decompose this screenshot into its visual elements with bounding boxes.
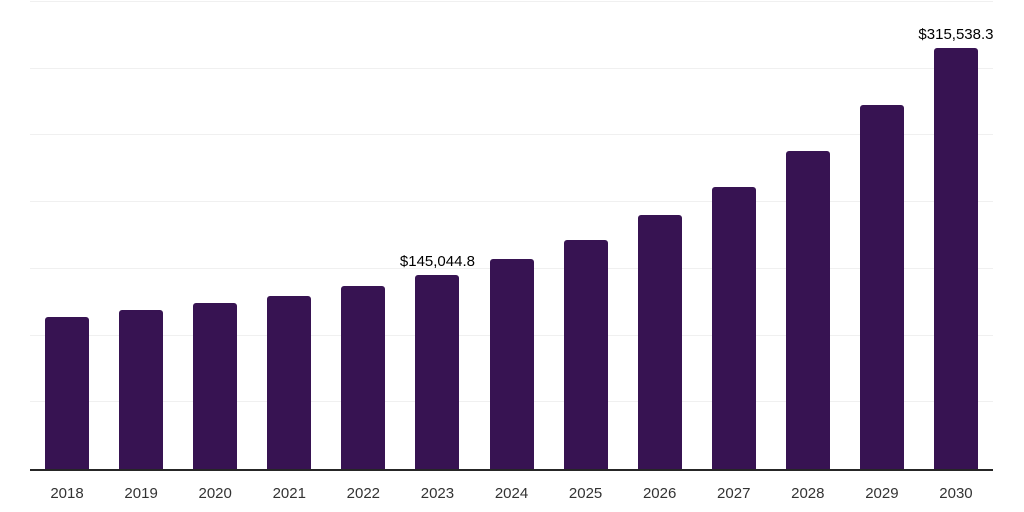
bar-cell-2030: $315,538.3 [918,2,994,469]
plot-area: $145,044.8 $315,538.3 [30,1,994,471]
bar-cell-2021 [252,2,326,469]
bar-2023[interactable] [415,275,460,469]
bar-2028[interactable] [785,150,830,469]
bar-cell-2024 [474,2,548,469]
bar-2025[interactable] [563,239,608,469]
bar-2021[interactable] [267,296,312,469]
bar-2019[interactable] [119,310,164,469]
x-tick-2025: 2025 [568,485,603,502]
bar-series: $145,044.8 $315,538.3 [30,2,994,469]
x-tick-2022: 2022 [346,485,381,502]
x-tick-2020: 2020 [198,485,232,502]
bar-cell-2026 [623,2,697,469]
bar-cell-2018 [30,2,104,469]
value-label-2030: $315,538.3 [918,25,994,43]
bar-cell-2027 [697,2,771,469]
gridline [30,201,993,203]
x-tick-2027: 2027 [717,485,751,502]
bar-2022[interactable] [341,286,386,469]
x-axis-labels: 2018 2019 2020 2021 2022 2023 2024 2025 2026 2027… [30,484,993,504]
x-tick-2024: 2024 [494,485,529,502]
gridline [30,134,993,136]
bar-cell-2023: $145,044.8 [399,2,475,469]
gridline [30,67,993,69]
x-tick-2026: 2026 [642,485,677,502]
x-tick-2018: 2018 [50,485,84,502]
x-tick-2023: 2023 [420,485,455,502]
x-tick-2019: 2019 [124,485,158,502]
bar-cell-2029 [845,2,919,469]
bar-cell-2028 [771,2,845,469]
bar-2027[interactable] [711,186,756,469]
bar-cell-2020 [178,2,252,469]
x-tick-2030: 2030 [939,485,973,502]
bar-2026[interactable] [637,215,682,469]
x-tick-2021: 2021 [272,485,306,502]
bar-cell-2019 [104,2,178,469]
bar-2020[interactable] [193,303,238,469]
bar-2030[interactable] [933,47,978,469]
value-label-2023: $145,044.8 [399,253,475,271]
bar-2018[interactable] [45,316,90,469]
gridline [30,1,993,2]
bar-cell-2025 [549,2,623,469]
x-tick-2028: 2028 [791,485,825,502]
bar-2024[interactable] [489,258,534,469]
bar-2029[interactable] [859,105,904,469]
bar-cell-2022 [326,2,400,469]
x-tick-2029: 2029 [865,485,899,502]
